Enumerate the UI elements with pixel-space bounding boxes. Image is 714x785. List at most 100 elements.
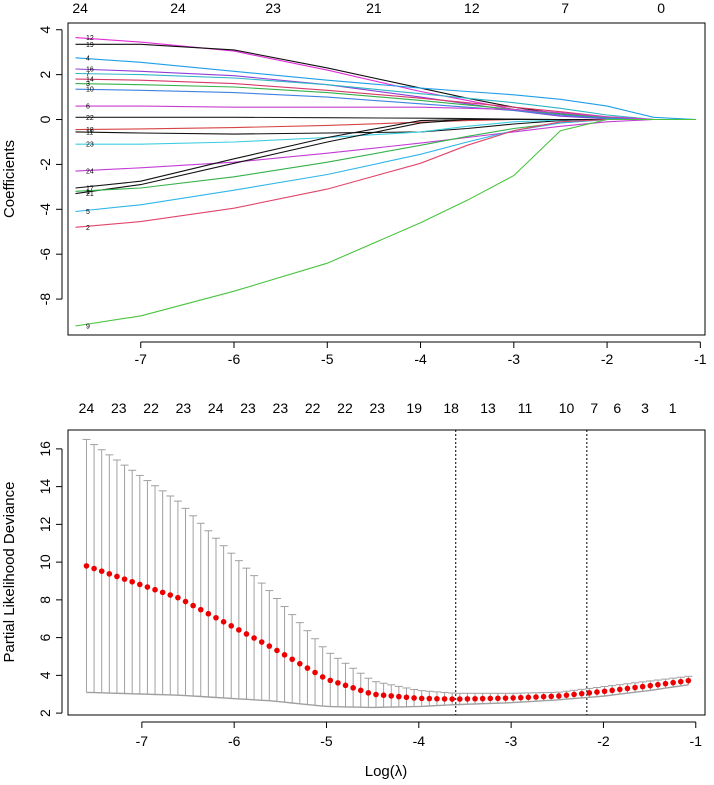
panel2-y-tick-label: 6 <box>37 633 53 641</box>
cv-mean-point <box>297 660 303 667</box>
cv-mean-points <box>83 563 692 702</box>
panel1-plot-frame <box>67 22 706 336</box>
cv-mean-point <box>388 693 395 699</box>
cv-mean-point <box>457 696 463 702</box>
cv-mean-point <box>213 614 219 621</box>
panel1-top-axis-label: 21 <box>366 0 382 16</box>
cv-mean-point <box>662 680 669 687</box>
panel2-top-axis-label: 1 <box>669 400 677 416</box>
cv-mean-point <box>601 688 608 695</box>
cv-mean-point <box>197 606 204 613</box>
panel1-x-tick-label: -7 <box>135 351 148 367</box>
panel2-plot-frame <box>67 429 706 716</box>
cv-mean-point <box>571 691 577 698</box>
coef-label-21: 21 <box>86 191 94 198</box>
cv-mean-point <box>98 568 105 574</box>
coef-label-7: 7 <box>86 71 90 78</box>
panel2-y-tick-label: 10 <box>37 554 53 570</box>
panel1-y-tick-label: -6 <box>37 248 53 261</box>
cv-error-bars <box>82 438 693 709</box>
cv-mean-point <box>251 635 257 641</box>
panel1-top-axis-label: 12 <box>464 0 480 16</box>
cv-mean-point <box>205 610 212 617</box>
panel1-top-axis: 24 24 23 21 12 7 0 <box>72 0 665 16</box>
coef-label-12: 12 <box>86 35 94 42</box>
coef-label-11: 11 <box>86 129 93 136</box>
coef-path-9 <box>75 118 696 327</box>
panel2-x-tick-label: -4 <box>413 733 426 749</box>
cv-mean-point <box>670 679 676 686</box>
panel1-top-axis-label: 23 <box>265 0 281 16</box>
panel2-top-axis-label: 23 <box>240 400 256 416</box>
panel2-x-tick-label: -3 <box>505 733 518 749</box>
cv-mean-point <box>319 674 326 680</box>
cv-mean-point <box>144 584 151 590</box>
panel2-x-tick-label: -7 <box>136 733 149 749</box>
panel2-y-axis: 2 4 6 8 10 12 14 16 <box>37 441 63 717</box>
cv-mean-point <box>502 695 509 701</box>
cv-mean-point <box>91 565 97 572</box>
cv-mean-point <box>578 690 585 697</box>
cv-mean-point <box>281 652 288 658</box>
coef-path-4 <box>75 57 696 121</box>
panel2-y-tick-label: 16 <box>37 441 53 457</box>
cv-mean-point <box>335 680 341 686</box>
cv-mean-point <box>373 691 379 698</box>
coef-label-10: 10 <box>86 87 94 94</box>
panel2-top-axis-label: 3 <box>641 400 649 416</box>
coef-label-1: 1 <box>86 189 90 196</box>
panel2-y-tick-label: 14 <box>37 479 53 495</box>
panel2-top-axis-label: 13 <box>480 400 496 416</box>
coef-label-18: 18 <box>86 127 94 134</box>
cv-mean-point <box>434 695 440 702</box>
panel2-top-axis-label: 23 <box>176 400 192 416</box>
panel1-x-axis: -7 -6 -5 -4 -3 -2 -1 <box>135 341 707 367</box>
cv-mean-point <box>487 695 494 702</box>
cv-mean-point <box>677 678 684 685</box>
panel2-x-axis: -7 -6 -5 -4 -3 -2 -1 <box>136 721 703 749</box>
panel2-top-axis-label: 23 <box>273 400 289 416</box>
panel2-y-tick-label: 4 <box>37 671 53 679</box>
coef-label-16: 16 <box>86 67 94 74</box>
coef-label-6: 6 <box>86 104 90 111</box>
panel2-top-axis-label: 7 <box>590 400 598 416</box>
panel1-y-tick-label: -8 <box>37 293 53 306</box>
cv-mean-point <box>129 578 135 585</box>
panel2-x-axis-label: Log(λ) <box>365 763 408 780</box>
panel1-x-tick-label: -1 <box>694 351 707 367</box>
panel2-top-axis-label: 23 <box>111 400 127 416</box>
cv-mean-point <box>464 696 471 702</box>
cv-mean-point <box>655 681 661 688</box>
panel2-x-tick-label: -1 <box>690 733 703 749</box>
coef-label-3: 3 <box>86 81 90 88</box>
cv-mean-point <box>175 594 181 601</box>
coef-label-19: 19 <box>86 42 94 49</box>
cv-mean-point <box>342 682 349 689</box>
cv-mean-point <box>533 694 539 700</box>
cv-mean-point <box>152 586 158 593</box>
panel2-x-tick-label: -5 <box>320 733 333 749</box>
cv-mean-point <box>563 692 570 698</box>
cv-mean-point <box>121 576 128 582</box>
cv-mean-point <box>525 694 532 701</box>
cv-mean-point <box>258 639 265 645</box>
panel1-top-axis-label: 24 <box>170 0 186 16</box>
coef-path-6 <box>75 105 696 121</box>
cv-mean-point <box>159 589 166 596</box>
cv-mean-point <box>182 598 189 605</box>
lambda-reference-lines <box>455 430 588 715</box>
panel1-y-axis-label: Coefficients <box>1 140 18 218</box>
cv-mean-point <box>609 687 615 694</box>
panel2-top-axis-label: 22 <box>305 400 321 416</box>
cv-mean-point <box>136 581 143 588</box>
panel2-y-tick-label: 8 <box>37 596 53 604</box>
coef-path-19 <box>75 43 696 121</box>
coef-path-21 <box>75 118 696 195</box>
cv-mean-point <box>639 683 646 690</box>
panel2-x-tick-label: -6 <box>228 733 241 749</box>
panel2-x-tick-label: -2 <box>597 733 610 749</box>
cv-mean-point <box>479 695 486 702</box>
panel2-top-axis-label: 18 <box>443 400 459 416</box>
